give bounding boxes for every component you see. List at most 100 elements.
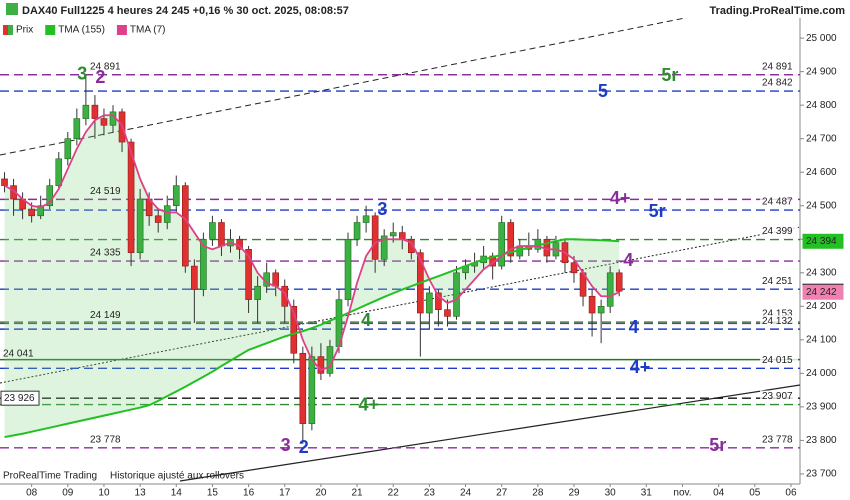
annotation: 5r bbox=[709, 435, 726, 455]
level-label: 24 335 bbox=[90, 248, 121, 259]
level-label: 23 778 bbox=[90, 434, 121, 445]
x-tick-label: 10 bbox=[98, 488, 110, 499]
candle-body bbox=[200, 238, 207, 290]
x-tick-label: 17 bbox=[279, 488, 291, 499]
y-tick-label: 24 000 bbox=[806, 368, 837, 379]
y-tick-label: 24 900 bbox=[806, 66, 837, 77]
x-tick-label: 05 bbox=[749, 488, 761, 499]
y-tick-label: 25 000 bbox=[806, 33, 837, 44]
candle-body bbox=[344, 238, 352, 300]
candle-body bbox=[507, 222, 515, 257]
x-tick-label: 15 bbox=[207, 488, 219, 499]
level-label: 24 041 bbox=[3, 348, 34, 359]
last-value-box bbox=[802, 284, 844, 300]
level-label-bg bbox=[760, 390, 798, 403]
legend-swatch bbox=[116, 25, 127, 35]
candle-body bbox=[91, 104, 99, 119]
annotation: 4 bbox=[361, 310, 371, 330]
x-tick-label: 04 bbox=[713, 488, 725, 499]
level-label-bg bbox=[760, 354, 798, 367]
candle-body bbox=[272, 272, 280, 287]
x-tick-label: 16 bbox=[243, 488, 255, 499]
y-tick-label: 24 100 bbox=[806, 334, 837, 345]
level-label: 23 926 bbox=[4, 393, 35, 404]
level-label-box bbox=[0, 390, 40, 406]
annotation: 4+ bbox=[610, 188, 631, 208]
x-tick-label: 21 bbox=[351, 488, 363, 499]
annotation: 4 bbox=[623, 250, 633, 270]
candle-body bbox=[380, 235, 388, 260]
candle-body bbox=[163, 205, 171, 223]
candle-body bbox=[317, 356, 325, 374]
annotation: 5r bbox=[649, 201, 666, 221]
candle-body bbox=[55, 158, 63, 186]
x-tick-label: 28 bbox=[532, 488, 544, 499]
level-label-bg bbox=[760, 433, 798, 446]
y-tick-label: 24 200 bbox=[806, 301, 837, 312]
fill-area bbox=[4, 115, 620, 438]
candle-body bbox=[407, 238, 415, 253]
annotation: 3 bbox=[281, 435, 291, 455]
y-tick-label: 24 300 bbox=[806, 267, 837, 278]
candle-body bbox=[353, 222, 361, 240]
last-value-label: 24 394 bbox=[806, 236, 837, 247]
x-tick-label: 24 bbox=[460, 488, 472, 499]
y-tick-label: 24 800 bbox=[806, 100, 837, 111]
y-tick-label: 24 700 bbox=[806, 133, 837, 144]
candle-body bbox=[398, 232, 406, 240]
candle-body bbox=[362, 215, 370, 223]
level-label: 24 399 bbox=[762, 226, 793, 237]
last-value-label: 24 242 bbox=[806, 287, 837, 298]
candle-body bbox=[371, 215, 379, 260]
y-tick-label: 23 700 bbox=[806, 469, 837, 480]
candle-body bbox=[435, 292, 442, 310]
y-tick-label: 24 600 bbox=[806, 167, 837, 178]
candle-body bbox=[588, 295, 596, 314]
candle-body bbox=[498, 222, 505, 267]
level-label-bg bbox=[760, 196, 798, 209]
candle-body bbox=[453, 272, 460, 317]
annotation: 5 bbox=[598, 81, 608, 101]
candle-body bbox=[1, 178, 8, 186]
legend-label: Prix bbox=[16, 25, 33, 36]
candle-body bbox=[172, 185, 180, 207]
x-tick-label: 27 bbox=[496, 488, 508, 499]
annotation: 3 bbox=[377, 199, 387, 219]
x-tick-label: 31 bbox=[641, 488, 653, 499]
x-tick-label: 23 bbox=[424, 488, 436, 499]
y-tick-label: 24 500 bbox=[806, 200, 837, 211]
candle-body bbox=[191, 265, 198, 290]
candle-body bbox=[281, 285, 289, 307]
candle-body bbox=[136, 198, 144, 253]
candle-body bbox=[444, 309, 451, 317]
level-label: 24 891 bbox=[762, 61, 793, 72]
annotation: 4+ bbox=[630, 357, 651, 377]
last-value-box bbox=[802, 233, 844, 249]
level-label: 23 778 bbox=[762, 434, 793, 445]
level-label: 24 015 bbox=[762, 355, 793, 366]
candle-body bbox=[46, 185, 54, 207]
logo-icon bbox=[6, 3, 18, 15]
annotation: 2 bbox=[299, 437, 309, 457]
level-label-bg bbox=[760, 315, 798, 328]
y-tick-label: 23 900 bbox=[806, 402, 837, 413]
x-tick-label: 08 bbox=[26, 488, 38, 499]
legend-swatch bbox=[3, 25, 8, 35]
candle-body bbox=[615, 272, 623, 292]
annotation: 3 bbox=[77, 64, 87, 84]
candle-body bbox=[245, 249, 252, 300]
candle-body bbox=[28, 208, 35, 217]
candle-body bbox=[389, 232, 397, 237]
level-label: 24 153 bbox=[762, 309, 793, 320]
level-label: 24 891 bbox=[90, 61, 121, 72]
candle-body bbox=[82, 104, 90, 119]
x-tick-label: 29 bbox=[568, 488, 580, 499]
candle-body bbox=[290, 306, 298, 354]
trend-line bbox=[0, 18, 688, 156]
candle-body bbox=[299, 352, 307, 424]
candle-body bbox=[426, 292, 433, 314]
candle-body bbox=[37, 205, 44, 217]
y-tick-label: 23 800 bbox=[806, 435, 837, 446]
level-label-bg bbox=[760, 60, 798, 73]
